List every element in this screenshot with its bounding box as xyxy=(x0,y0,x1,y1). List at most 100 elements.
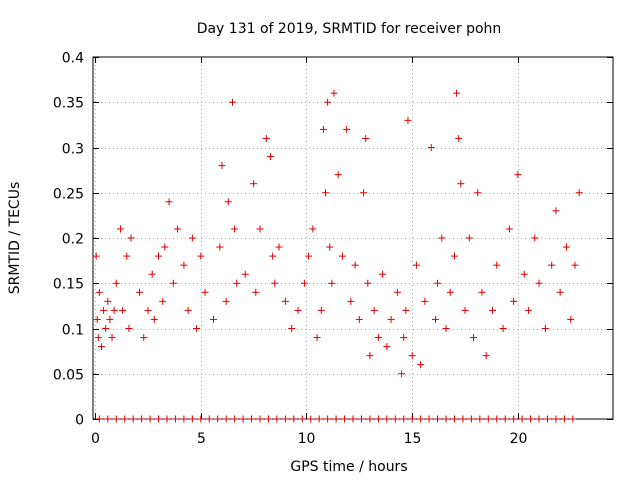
data-point xyxy=(383,343,391,351)
data-point xyxy=(484,415,492,423)
data-point xyxy=(417,361,425,369)
data-point xyxy=(218,162,226,170)
data-point xyxy=(307,415,315,423)
data-point xyxy=(275,243,283,251)
data-point xyxy=(123,252,131,260)
data-point xyxy=(328,279,336,287)
data-point xyxy=(425,415,433,423)
data-point xyxy=(205,415,213,423)
y-tick-label: 0.35 xyxy=(53,96,84,112)
data-point xyxy=(349,415,357,423)
data-point xyxy=(330,89,338,97)
data-point xyxy=(465,234,473,242)
data-point xyxy=(148,270,156,278)
y-tick-label: 0.25 xyxy=(53,187,84,203)
data-point xyxy=(442,415,450,423)
data-point xyxy=(427,144,435,151)
data-point xyxy=(233,279,241,287)
data-point xyxy=(366,415,374,423)
data-point xyxy=(560,415,568,423)
data-point xyxy=(469,334,477,342)
data-points xyxy=(92,89,583,423)
data-point xyxy=(140,334,148,342)
data-point xyxy=(347,297,355,305)
x-tick-label: 15 xyxy=(404,431,422,447)
data-point xyxy=(556,288,564,296)
data-point xyxy=(450,415,458,423)
data-point xyxy=(193,325,201,332)
data-point xyxy=(383,415,391,423)
data-point xyxy=(119,306,127,314)
data-point xyxy=(535,415,543,423)
data-point xyxy=(298,415,306,423)
data-point xyxy=(125,325,133,332)
data-point xyxy=(169,279,177,287)
data-point xyxy=(231,415,239,423)
data-point xyxy=(535,279,543,287)
data-point xyxy=(104,415,112,423)
data-point xyxy=(482,352,490,360)
data-point xyxy=(499,325,507,332)
data-point xyxy=(267,153,275,161)
data-point xyxy=(501,415,509,423)
data-point xyxy=(294,306,302,314)
data-point xyxy=(355,315,363,323)
data-point xyxy=(548,261,556,269)
data-point xyxy=(408,352,416,360)
data-point xyxy=(197,415,205,423)
data-point xyxy=(398,370,406,378)
data-point xyxy=(510,415,518,423)
x-tick-label: 5 xyxy=(197,431,206,447)
data-point xyxy=(264,415,272,423)
data-point xyxy=(248,415,256,423)
data-point xyxy=(121,415,129,423)
data-point xyxy=(180,415,188,423)
data-point xyxy=(332,415,340,423)
data-point xyxy=(571,261,579,269)
data-point xyxy=(180,261,188,269)
data-point xyxy=(400,334,408,342)
data-point xyxy=(146,415,154,423)
y-tick-label: 0.1 xyxy=(62,323,84,339)
data-point xyxy=(364,279,372,287)
data-point xyxy=(453,89,461,97)
y-axis-label: SRMTID / TECUs xyxy=(7,182,23,295)
data-point xyxy=(256,415,264,423)
data-point xyxy=(273,415,281,423)
data-point xyxy=(402,306,410,314)
data-point xyxy=(520,270,528,278)
y-tick-label: 0.4 xyxy=(62,51,84,67)
data-point xyxy=(319,125,327,133)
data-point xyxy=(370,306,378,314)
data-point xyxy=(197,252,205,260)
data-point xyxy=(165,198,173,206)
data-point xyxy=(476,415,484,423)
grid-lines xyxy=(93,57,613,419)
data-point xyxy=(129,415,137,423)
data-point xyxy=(216,243,224,251)
data-point xyxy=(184,306,192,314)
data-point xyxy=(110,306,118,314)
y-tick-label: 0.2 xyxy=(62,232,84,248)
data-point xyxy=(93,315,101,323)
data-point xyxy=(434,279,442,287)
data-point xyxy=(552,415,560,423)
data-point xyxy=(136,288,144,296)
data-point xyxy=(127,234,135,242)
data-point xyxy=(224,198,232,206)
chart-title: Day 131 of 2019, SRMTID for receiver poh… xyxy=(197,21,502,37)
data-point xyxy=(552,207,560,215)
data-point xyxy=(174,225,182,233)
data-point xyxy=(256,225,264,233)
data-point xyxy=(404,116,412,124)
data-point xyxy=(438,234,446,242)
data-point xyxy=(322,189,330,197)
data-point xyxy=(450,252,458,260)
data-point xyxy=(461,306,469,314)
data-point xyxy=(188,234,196,242)
data-point xyxy=(209,315,217,323)
data-point xyxy=(239,415,247,423)
data-point xyxy=(222,415,230,423)
data-point xyxy=(102,325,110,332)
